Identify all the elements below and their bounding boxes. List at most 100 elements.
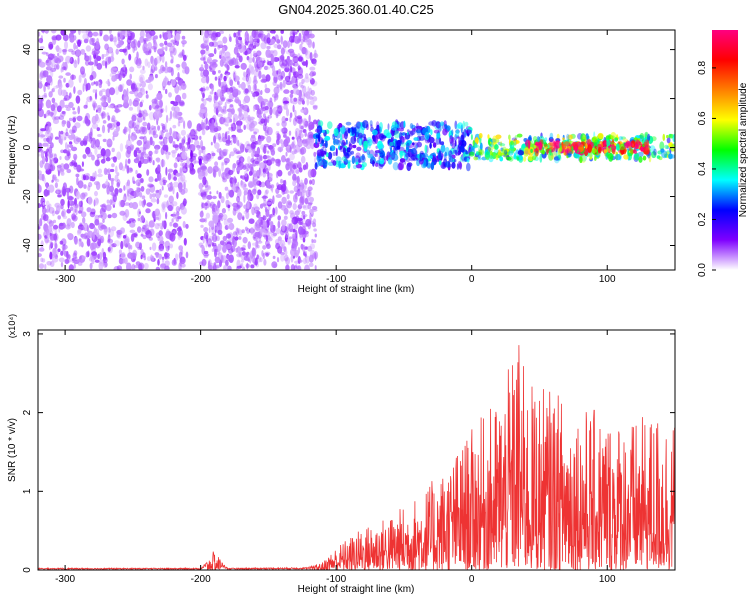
- spectrogram-cell: [306, 120, 313, 125]
- spectrogram-cell: [142, 135, 147, 145]
- spectrogram-cell: [142, 121, 148, 127]
- spectrogram-cell: [190, 135, 196, 139]
- spectrogram-cell: [523, 147, 530, 155]
- spectrogram-cell: [248, 64, 254, 74]
- spectrogram-cell: [224, 225, 229, 230]
- spectrogram-cell: [451, 129, 454, 136]
- spectrogram-cell: [431, 120, 437, 127]
- spectrogram-cell: [272, 106, 279, 116]
- spectrogram-cell: [619, 143, 625, 151]
- spectrogram-cell: [442, 128, 448, 136]
- spectrogram-cell: [212, 214, 219, 224]
- spectrogram-cell: [49, 67, 57, 72]
- spectrogram-cell: [136, 63, 142, 69]
- spectrogram-cell: [199, 109, 206, 114]
- spectrogram-cell: [112, 156, 117, 163]
- spectrogram-cell: [72, 107, 75, 111]
- spectrogram-cell: [241, 175, 246, 180]
- spectrogram-cell: [38, 226, 41, 230]
- spectrogram-cell: [180, 163, 185, 167]
- spectrogram-cell: [252, 38, 259, 43]
- spectrogram-cell: [190, 128, 197, 136]
- spectrogram-cell: [164, 265, 170, 270]
- spectrogram-cell: [283, 215, 288, 220]
- colorbar-ticks: 0.00.20.40.60.8: [697, 61, 716, 277]
- spectrogram-cell: [96, 173, 103, 178]
- colorbar-tick-label: 0.8: [697, 61, 708, 75]
- spectrogram-cell: [149, 193, 153, 200]
- spectrogram-cell: [228, 169, 234, 175]
- spectrogram-cell: [299, 43, 303, 51]
- spectrogram-cell: [89, 74, 94, 81]
- spectrogram-cell: [438, 149, 442, 158]
- spectrogram-cell: [236, 265, 242, 269]
- spectrogram-cell: [658, 156, 663, 161]
- spectrogram-cell: [135, 159, 140, 164]
- spectrogram-cell: [332, 151, 337, 156]
- spectrogram-cell: [627, 143, 635, 147]
- spectrogram-cell: [44, 162, 51, 171]
- spectrogram-cell: [257, 189, 262, 196]
- spectrogram-cell: [227, 98, 234, 103]
- spectrogram-cell: [451, 142, 456, 150]
- spectrogram-cell: [129, 167, 133, 172]
- spectrogram-cell: [87, 196, 93, 205]
- spectrogram-cell: [479, 142, 483, 151]
- x-tick-label: -300: [55, 274, 75, 285]
- spectrogram-cell: [130, 40, 136, 49]
- spectrogram-cell: [178, 186, 183, 193]
- spectrogram-cell: [145, 47, 150, 52]
- spectrogram-cell: [71, 50, 77, 55]
- spectrogram-cell: [273, 86, 280, 95]
- spectrogram-cell: [346, 147, 351, 153]
- spectrogram-cell: [114, 105, 118, 110]
- spectrogram-cell: [305, 218, 311, 227]
- spectrogram-cell: [172, 47, 177, 56]
- spectrogram-cell: [367, 139, 373, 146]
- spectrogram-cell: [161, 201, 168, 208]
- spectrogram-cell: [181, 137, 184, 147]
- spectrogram-cell: [141, 126, 148, 135]
- spectrogram-cell: [502, 146, 507, 154]
- spectrogram-cell: [251, 254, 256, 263]
- spectrogram-cell: [81, 255, 87, 260]
- spectrogram-cell: [38, 153, 41, 157]
- spectrogram-cell: [112, 194, 117, 203]
- spectrogram-cell: [268, 237, 273, 242]
- spectrogram-cell: [111, 75, 117, 82]
- spectrogram-cell: [302, 205, 307, 209]
- spectrogram-cell: [56, 205, 61, 214]
- spectrogram-cell: [82, 222, 89, 232]
- spectrogram-cell: [549, 138, 556, 147]
- spectrogram-cell: [659, 141, 665, 151]
- spectrogram-cell: [415, 144, 418, 149]
- spectrogram-cell: [185, 251, 189, 259]
- spectrogram-cell: [314, 49, 317, 58]
- spectrogram-cell: [609, 141, 614, 145]
- snr-ylabel: SNR (10 * v/v): [7, 418, 18, 482]
- spectrogram-cell: [253, 223, 259, 231]
- spectrogram-cell: [218, 70, 221, 74]
- spectrogram-cell: [60, 198, 65, 206]
- spectrogram-cell: [210, 125, 214, 133]
- spectrogram-cell: [162, 136, 168, 145]
- spectrogram-cell: [313, 60, 317, 66]
- spectrogram-cell: [172, 130, 177, 139]
- spectrogram-cell: [74, 237, 78, 245]
- spectrogram-cell: [197, 145, 200, 151]
- spectrogram-cell: [242, 76, 249, 81]
- spectrogram-cell: [172, 186, 175, 195]
- spectrogram-cell: [653, 148, 657, 156]
- spectrogram-cell: [289, 190, 295, 194]
- spectrogram-cell: [53, 176, 58, 181]
- spectrogram-cell: [620, 136, 626, 140]
- spectrogram-cell: [165, 211, 168, 220]
- spectrogram-cell: [73, 86, 76, 94]
- spectrogram-cell: [171, 259, 177, 266]
- spectrogram-cell: [142, 146, 146, 154]
- spectrogram-cell: [183, 120, 186, 129]
- spectrogram-cell: [278, 106, 284, 112]
- spectrogram-cell: [91, 115, 97, 125]
- spectrogram-cell: [49, 260, 55, 267]
